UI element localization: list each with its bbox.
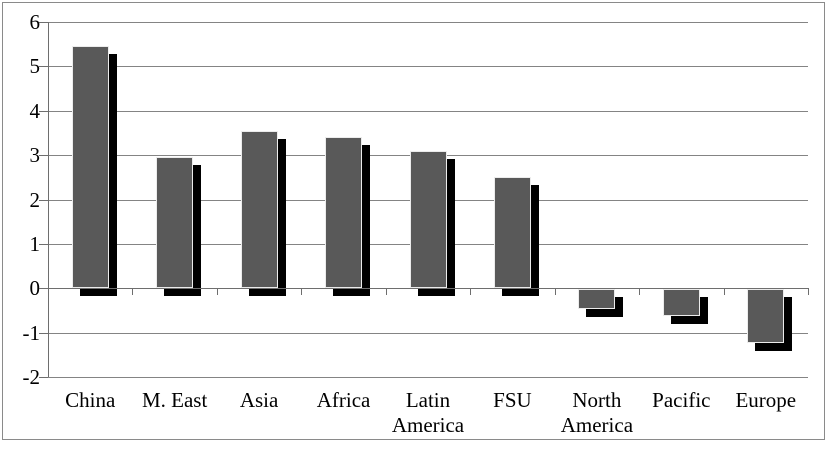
bar-north-america <box>578 289 616 310</box>
bar-fsu <box>493 177 531 289</box>
category-label-europe: Europe <box>735 388 797 412</box>
bar-pacific <box>662 289 700 316</box>
category-label-pacific: Pacific <box>652 388 711 412</box>
y-tick-label: -1 <box>22 320 41 345</box>
x-axis-line <box>48 288 808 290</box>
y-tick-label: 0 <box>29 276 41 301</box>
gridline <box>48 22 808 23</box>
category-label-north-america: North America <box>560 388 634 437</box>
category-label-china: China <box>65 388 116 412</box>
y-tick-label: 4 <box>29 98 41 123</box>
y-tick-mark <box>39 155 48 157</box>
category-label-africa: Africa <box>316 388 371 412</box>
y-tick-mark <box>39 377 48 378</box>
category-label-latin-america: Latin America <box>391 388 465 437</box>
y-tick-label: 2 <box>29 187 41 212</box>
y-tick-label: 6 <box>29 10 41 34</box>
bar-europe <box>747 289 785 343</box>
y-tick-mark <box>39 110 48 112</box>
gridline <box>48 332 808 334</box>
plot-area <box>48 22 808 378</box>
bar-africa <box>325 137 363 289</box>
y-tick-label: 5 <box>29 54 41 79</box>
x-tick-mark <box>132 288 134 296</box>
y-tick-label: 3 <box>29 143 41 168</box>
gridline <box>48 110 808 112</box>
y-tick-label: -2 <box>22 365 41 389</box>
y-axis-line <box>48 22 49 377</box>
x-tick-mark <box>723 288 725 296</box>
y-tick-mark <box>39 22 48 23</box>
x-tick-mark <box>470 288 472 296</box>
x-tick-mark <box>216 288 218 296</box>
y-tick-mark <box>39 66 48 68</box>
x-tick-mark <box>301 288 303 296</box>
x-tick-mark <box>808 288 809 296</box>
bar-latin-america <box>409 150 447 289</box>
gridline <box>48 377 808 378</box>
y-tick-mark <box>39 243 48 245</box>
category-label-m-east: M. East <box>141 388 208 412</box>
x-tick-mark <box>554 288 556 296</box>
x-tick-mark <box>48 288 49 296</box>
x-tick-mark <box>639 288 641 296</box>
bar-asia <box>240 130 278 289</box>
y-tick-mark <box>39 288 48 290</box>
category-label-fsu: FSU <box>493 388 532 412</box>
x-tick-mark <box>385 288 387 296</box>
y-tick-mark <box>39 332 48 334</box>
bar-m-east <box>156 157 194 289</box>
category-label-asia: Asia <box>239 388 279 412</box>
y-tick-mark <box>39 199 48 201</box>
y-tick-label: 1 <box>29 231 41 256</box>
gridline <box>48 66 808 68</box>
bar-china <box>71 46 109 289</box>
